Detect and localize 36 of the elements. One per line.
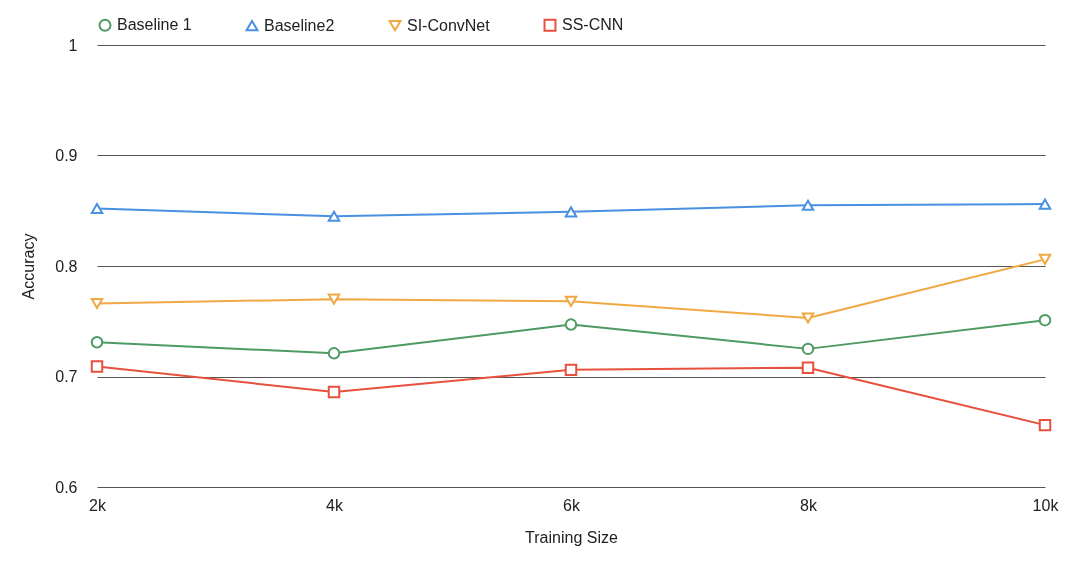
point xyxy=(801,342,815,356)
point xyxy=(801,361,815,374)
point xyxy=(90,298,104,310)
y-tick-label: 1 xyxy=(68,36,78,54)
point xyxy=(90,203,104,215)
y-tick-label: 0.6 xyxy=(55,478,78,496)
y-tick-label: 0.9 xyxy=(55,147,78,164)
point xyxy=(327,293,341,305)
point xyxy=(801,199,815,211)
point xyxy=(564,363,578,377)
point xyxy=(1038,253,1052,265)
point xyxy=(90,360,104,373)
point xyxy=(327,210,341,222)
y-tick-label: 0.8 xyxy=(55,257,78,275)
point xyxy=(1038,313,1052,327)
x-tick-label: 4k xyxy=(326,496,344,514)
y-tick-label: 0.7 xyxy=(55,368,78,385)
x-tick-label: 10k xyxy=(1032,496,1060,514)
point xyxy=(1038,418,1052,432)
x-tick-label: 8k xyxy=(800,496,818,514)
point xyxy=(564,295,578,307)
legend-label: SI-ConvNet xyxy=(407,16,491,34)
x-axis-title: Training Size xyxy=(525,528,618,546)
x-tick-label: 6k xyxy=(563,496,581,514)
point xyxy=(801,312,815,324)
point xyxy=(1038,198,1052,210)
point xyxy=(564,206,578,218)
legend-label: Baseline 1 xyxy=(117,16,192,34)
point xyxy=(327,347,341,360)
x-tick-label: 2k xyxy=(89,496,107,514)
legend-label: Baseline2 xyxy=(264,16,335,34)
point xyxy=(327,385,341,399)
point xyxy=(564,318,578,331)
legend-label: SS-CNN xyxy=(562,16,624,34)
y-axis-title: Accuracy xyxy=(20,233,38,300)
point xyxy=(90,336,104,349)
